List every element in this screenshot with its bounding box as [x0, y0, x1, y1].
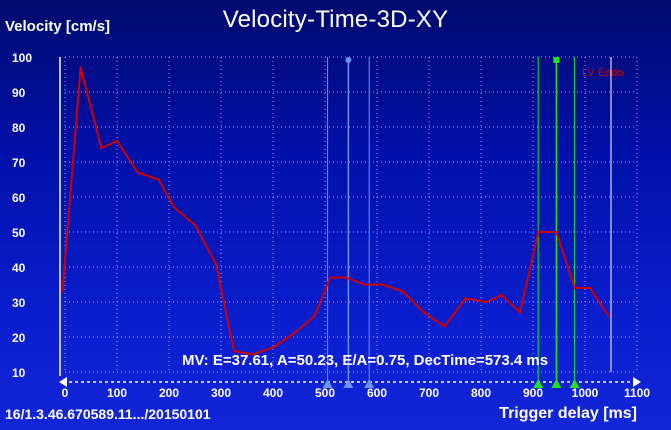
blue-marker-handle[interactable] [322, 379, 333, 388]
green-marker-handle[interactable] [551, 379, 562, 388]
y-tick-label: 40 [12, 261, 26, 275]
x-tick-label: 0 [62, 386, 69, 400]
x-tick-label: 100 [107, 386, 127, 400]
data-point [271, 346, 275, 349]
y-tick-label: 30 [12, 296, 26, 310]
y-tick-label: 90 [12, 86, 26, 100]
data-point [232, 349, 236, 353]
series-legend: LV Endo [582, 67, 624, 79]
y-tick-label: 100 [12, 51, 32, 65]
y-tick-label: 70 [12, 156, 26, 170]
data-point [485, 300, 488, 304]
x-tick-label: 900 [523, 386, 543, 400]
data-point [313, 314, 316, 318]
data-point [329, 276, 332, 279]
y-tick-label: 20 [12, 331, 26, 345]
chart-title: Velocity-Time-3D-XY [222, 6, 449, 33]
green-marker-handle[interactable] [569, 379, 580, 388]
data-point [344, 276, 347, 279]
y-tick-label: 60 [12, 191, 26, 205]
data-point [422, 311, 425, 314]
data-point [61, 290, 64, 293]
data-point [573, 286, 576, 290]
green-marker-top-handle[interactable] [553, 57, 560, 63]
x-tick-label: 400 [263, 386, 283, 400]
data-point [157, 178, 160, 181]
x-tick-label: 300 [211, 386, 231, 400]
y-axis-label: Velocity [cm/s] [5, 18, 111, 35]
blue-marker-handle[interactable] [343, 379, 354, 388]
data-point [292, 332, 295, 335]
data-point [464, 297, 467, 300]
data-point [518, 311, 522, 314]
data-point [381, 283, 384, 286]
green-marker-handle[interactable] [533, 379, 544, 388]
track-start-arrow[interactable] [59, 377, 67, 387]
data-point [100, 146, 103, 150]
x-tick-label: 1000 [572, 386, 599, 400]
blue-marker-top-handle[interactable] [345, 57, 352, 63]
data-point [555, 230, 558, 234]
y-tick-label: 10 [12, 366, 26, 380]
data-point [443, 325, 446, 328]
data-point [115, 139, 119, 143]
x-tick-label: 1100 [624, 386, 650, 400]
series-line-lv-endo [61, 66, 610, 356]
data-point [173, 206, 176, 209]
x-tick-label: 800 [471, 386, 491, 400]
x-tick-label: 700 [419, 386, 439, 400]
blue-marker-handle[interactable] [364, 379, 375, 388]
data-point [500, 293, 503, 297]
data-point [79, 66, 82, 69]
data-point [589, 286, 592, 290]
y-tick-label: 80 [12, 121, 26, 135]
track-end-arrow[interactable] [633, 377, 641, 387]
study-identifier: 16/1.3.46.670589.11.../20150101 [5, 406, 211, 422]
data-point [607, 314, 610, 318]
data-point [214, 262, 217, 265]
x-tick-label: 200 [159, 386, 179, 400]
data-point [362, 283, 366, 286]
x-tick-label: 500 [315, 386, 335, 400]
y-tick-label: 50 [12, 226, 26, 240]
x-tick-label: 600 [367, 386, 387, 400]
data-point [401, 290, 405, 293]
data-point [537, 230, 540, 234]
data-point [136, 171, 139, 174]
data-point [193, 223, 197, 227]
data-point [251, 353, 254, 356]
x-axis-label: Trigger delay [ms] [499, 405, 637, 422]
mitral-valve-stats: MV: E=37.61, A=50.23, E/A=0.75, DecTime=… [182, 352, 549, 369]
